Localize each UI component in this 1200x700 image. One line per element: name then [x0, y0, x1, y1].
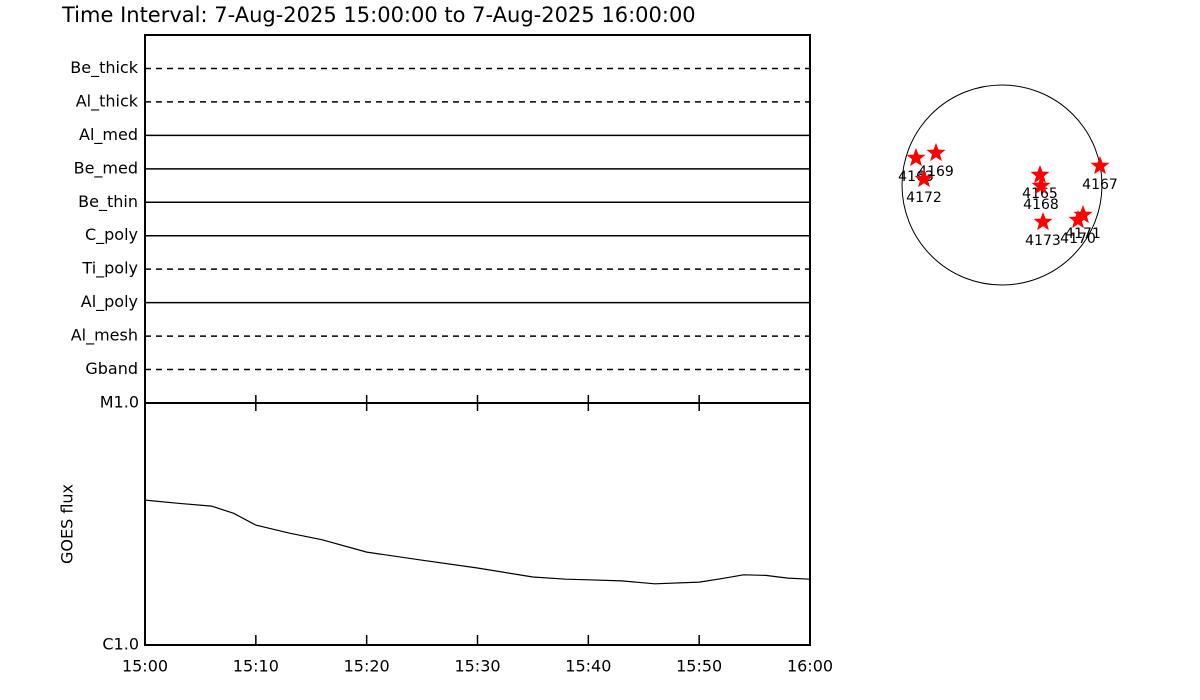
x-tick-label: 15:20: [344, 657, 390, 676]
region-label: 4173: [1025, 233, 1061, 249]
region-marker: [1033, 212, 1053, 231]
filter-label: Be_thick: [70, 58, 138, 78]
y-tick-label: C1.0: [102, 635, 139, 654]
region-label: 4171: [1065, 226, 1101, 242]
filter-label: Al_poly: [81, 292, 138, 312]
x-tick-label: 15:00: [122, 657, 168, 676]
region-marker: [1031, 176, 1051, 195]
frame: [144, 34, 811, 646]
filter-label: Ti_poly: [81, 259, 138, 279]
region-marker: [926, 143, 946, 162]
filter-label: Al_mesh: [71, 326, 138, 346]
filter-label: Be_thin: [78, 192, 138, 212]
chart-title: Time Interval: 7-Aug-2025 15:00:00 to 7-…: [61, 3, 696, 27]
region-marker: [914, 169, 934, 188]
x-tick-label: 15:10: [233, 657, 279, 676]
goes-line: [144, 499, 811, 585]
region-marker: [1068, 210, 1088, 229]
region-marker: [1073, 205, 1093, 224]
solar-disk: [901, 84, 1103, 286]
filter-label: Al_thick: [76, 91, 139, 111]
x-tick-label: 15:30: [454, 657, 500, 676]
region-marker: [1090, 156, 1110, 175]
y-axis-label: GOES flux: [58, 484, 77, 564]
region-label: 4165: [1022, 186, 1058, 202]
filter-label: Al_med: [79, 125, 138, 145]
filter-label: C_poly: [85, 225, 138, 245]
filter-label: Gband: [85, 359, 138, 378]
filter-label: Be_med: [74, 158, 138, 178]
region-marker: [906, 148, 926, 167]
x-tick-label: 16:00: [787, 657, 833, 676]
y-tick-label: M1.0: [100, 393, 139, 412]
x-tick-label: 15:50: [676, 657, 722, 676]
region-label: 4168: [1023, 197, 1059, 213]
region-label: 4172: [906, 190, 942, 206]
region-label: 4170: [1060, 231, 1096, 247]
region-label: 4167: [1082, 177, 1118, 193]
region-marker: [1030, 165, 1050, 184]
x-tick-label: 15:40: [565, 657, 611, 676]
